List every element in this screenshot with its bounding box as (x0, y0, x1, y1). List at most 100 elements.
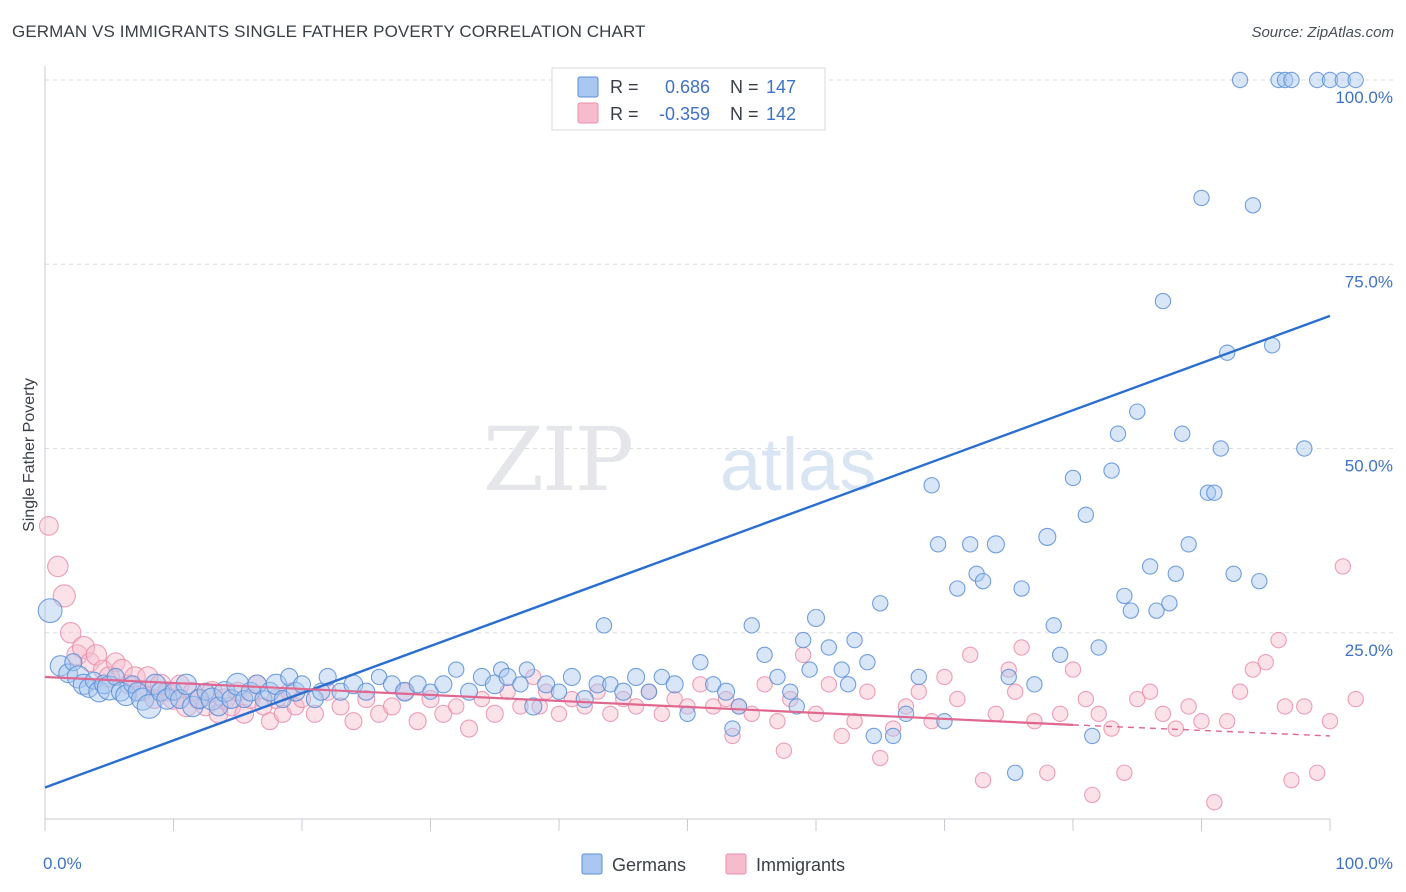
germans-point (936, 712, 953, 730)
germans-point (524, 697, 543, 716)
immigrants-point (846, 712, 863, 730)
germans-point (949, 580, 966, 597)
germans-point (923, 477, 940, 494)
immigrants-point (47, 555, 69, 578)
germans-point (37, 598, 63, 624)
immigrants-point (382, 697, 402, 716)
germans-point (498, 667, 517, 687)
germans-point (595, 617, 613, 634)
germans-point (221, 689, 242, 709)
immigrants-point (485, 704, 504, 723)
immigrants-point (459, 719, 479, 738)
immigrants-point (1084, 786, 1101, 804)
immigrants-points (38, 515, 1364, 811)
germans-point (1180, 536, 1197, 553)
immigrants-point (1006, 683, 1024, 700)
immigrants-point (987, 705, 1005, 723)
germans-point (640, 683, 658, 700)
germans-point (743, 617, 760, 634)
immigrants-point (1347, 690, 1364, 708)
germans-point (434, 675, 453, 694)
immigrants-point (692, 676, 709, 693)
immigrants-point (717, 690, 735, 708)
germans-point (1038, 527, 1057, 546)
immigrants-point (1013, 639, 1030, 656)
germans-point (1129, 403, 1146, 420)
immigrants-point (949, 690, 966, 708)
germans-point (1174, 425, 1191, 442)
immigrants-point (531, 698, 548, 715)
correlation-legend: R = 0.686 N = 147 R = -0.359 N = 142 (551, 67, 826, 131)
germans-point (1334, 71, 1352, 89)
germans-point (1109, 425, 1127, 442)
immigrants-point (1276, 698, 1294, 715)
immigrants-point (1090, 705, 1107, 723)
immigrants-point (1141, 683, 1159, 700)
immigrants-point (305, 704, 324, 723)
y-axis-label: Single Father Poverty (21, 378, 38, 532)
germans-point (1212, 440, 1229, 457)
germans-point (961, 536, 979, 553)
germans-point (492, 661, 510, 678)
germans-point (846, 631, 863, 649)
legend-n-label: N = (730, 104, 759, 124)
germans-point (189, 689, 210, 709)
germans-point (1296, 440, 1313, 457)
germans-point (1308, 71, 1326, 89)
germans-point (1064, 469, 1082, 487)
immigrants-point (1180, 698, 1197, 715)
germans-point (974, 572, 992, 590)
germans-point (788, 698, 805, 715)
germans-point (839, 676, 857, 693)
germans-point (1154, 292, 1172, 310)
immigrants-point (1064, 661, 1082, 678)
germans-point (408, 675, 427, 694)
germans-point (49, 655, 72, 677)
immigrants-point (344, 712, 363, 731)
immigrants-point (1116, 764, 1133, 781)
immigrants-point (59, 621, 82, 644)
germans-point (897, 705, 915, 723)
germans-point (1244, 197, 1262, 214)
germans-point (756, 646, 773, 664)
legend-n-immigrants: 142 (766, 104, 796, 124)
germans-point (115, 684, 137, 707)
germans-point (512, 676, 529, 693)
germans-point (1148, 602, 1165, 619)
immigrants-point (408, 712, 427, 731)
germans-point (801, 661, 818, 678)
germans-point (575, 690, 594, 709)
germans-point (1321, 71, 1339, 89)
germans-point (1026, 676, 1043, 693)
immigrants-point (331, 697, 350, 716)
germans-point (865, 727, 883, 745)
germans-point (1116, 587, 1133, 605)
germans-point (448, 661, 465, 678)
germans-point (96, 675, 122, 701)
watermark: ZIP atlas (483, 408, 876, 511)
germans-point (716, 682, 736, 701)
germans-point (518, 661, 536, 678)
legend-r-germans: 0.686 (665, 77, 710, 97)
immigrants-point (627, 698, 645, 715)
immigrants-point (1231, 683, 1249, 700)
y-tick-label: 100.0% (1335, 88, 1393, 107)
germans-point (859, 654, 876, 671)
x-tick-label: 100.0% (1335, 854, 1393, 873)
germans-trend-line (44, 314, 1331, 789)
germans-point (627, 667, 646, 687)
legend-n-germans: 147 (766, 77, 796, 97)
immigrants-point (1321, 712, 1339, 730)
legend-r-label: R = (610, 77, 639, 97)
immigrants-point (550, 705, 568, 723)
germans-point (1276, 71, 1294, 89)
germans-point (1077, 506, 1095, 524)
immigrants-point (1308, 764, 1326, 781)
immigrants-point (563, 690, 581, 708)
germans-point (614, 682, 633, 701)
immigrants-point (1296, 698, 1313, 715)
germans-point (1231, 71, 1249, 89)
immigrants-trend-extension (1072, 724, 1331, 737)
germans-points (37, 71, 1364, 781)
